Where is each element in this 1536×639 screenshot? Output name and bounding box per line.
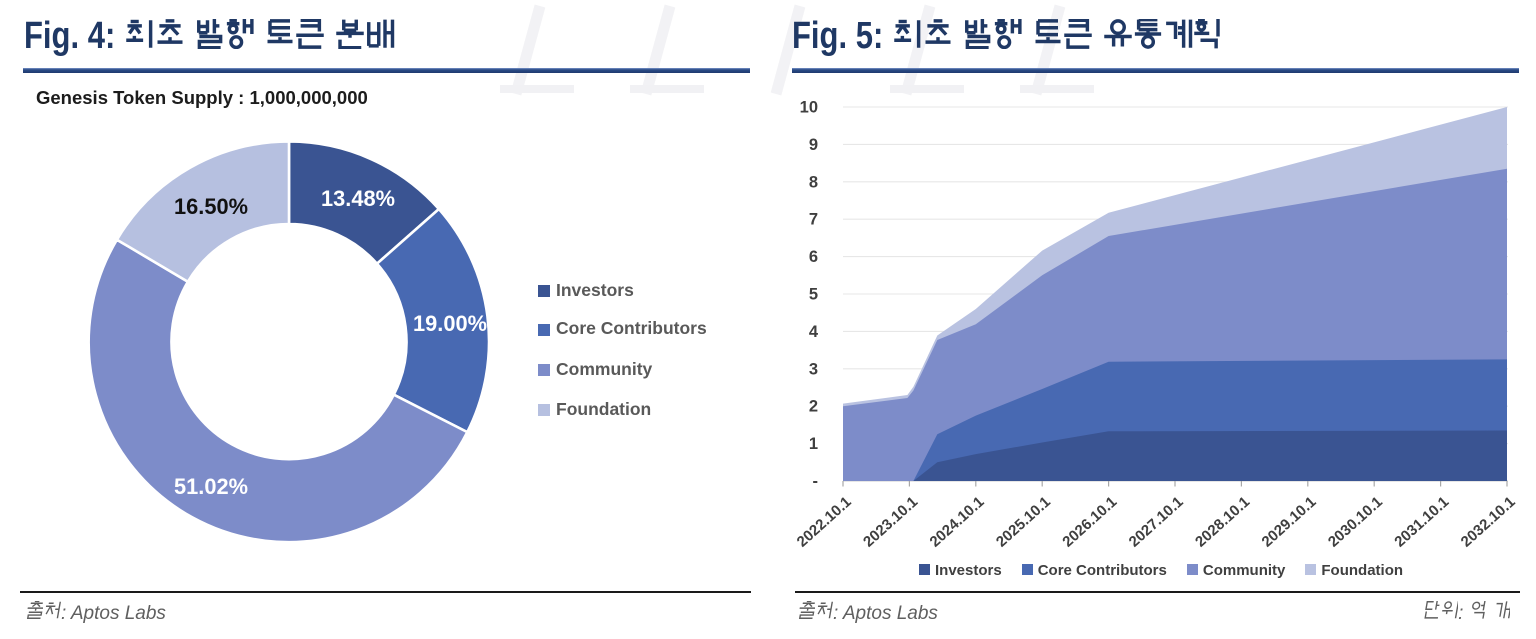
svg-text:16.50%: 16.50% xyxy=(174,194,248,219)
svg-text:2026.10.1: 2026.10.1 xyxy=(1059,493,1120,550)
svg-text:2030.10.1: 2030.10.1 xyxy=(1325,493,1386,550)
svg-text:8: 8 xyxy=(809,173,818,191)
svg-text:9: 9 xyxy=(809,136,818,154)
svg-text:6: 6 xyxy=(809,248,818,266)
svg-text:1: 1 xyxy=(809,435,818,453)
svg-text:4: 4 xyxy=(809,323,819,341)
svg-text:2024.10.1: 2024.10.1 xyxy=(927,493,988,550)
svg-text:13.48%: 13.48% xyxy=(321,186,395,211)
svg-text:2023.10.1: 2023.10.1 xyxy=(860,493,921,550)
svg-text:2029.10.1: 2029.10.1 xyxy=(1259,493,1320,550)
svg-text:-: - xyxy=(813,473,819,491)
svg-text:19.00%: 19.00% xyxy=(413,311,487,336)
svg-text:2022.10.1: 2022.10.1 xyxy=(794,493,855,550)
svg-text:51.02%: 51.02% xyxy=(174,474,248,499)
svg-text:2031.10.1: 2031.10.1 xyxy=(1391,493,1452,550)
svg-text:3: 3 xyxy=(809,360,818,378)
svg-text:2: 2 xyxy=(809,398,818,416)
svg-text:10: 10 xyxy=(800,99,818,117)
svg-text:2027.10.1: 2027.10.1 xyxy=(1126,493,1187,550)
svg-text:2028.10.1: 2028.10.1 xyxy=(1192,493,1253,550)
svg-text:7: 7 xyxy=(809,211,818,229)
svg-text:2032.10.1: 2032.10.1 xyxy=(1458,493,1519,550)
svg-text:2025.10.1: 2025.10.1 xyxy=(993,493,1054,550)
svg-text:5: 5 xyxy=(809,286,818,304)
